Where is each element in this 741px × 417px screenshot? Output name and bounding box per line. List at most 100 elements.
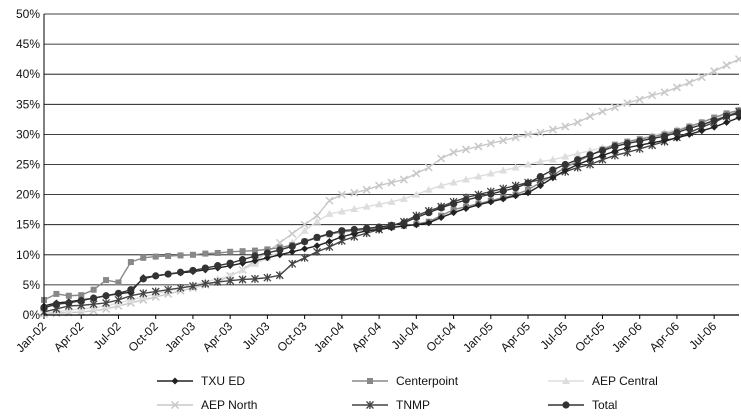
data-point-aep-north	[734, 55, 741, 64]
data-point-aep-central	[486, 169, 495, 177]
data-point-total	[102, 292, 110, 300]
data-point-centerpoint	[140, 254, 147, 261]
legend-item-aep-north: AEP North	[157, 398, 257, 412]
data-point-total	[251, 252, 259, 260]
data-point-tnmp	[213, 277, 222, 286]
data-point-aep-north	[300, 220, 309, 229]
x-tick-label: Jul-05	[537, 319, 570, 352]
data-point-centerpoint	[65, 292, 72, 299]
data-point-total	[400, 219, 408, 227]
data-point-centerpoint	[127, 259, 134, 266]
data-point-txu-ed	[561, 167, 569, 175]
y-tick-label: 35%	[16, 97, 40, 111]
data-point-tnmp	[164, 285, 173, 294]
data-point-tnmp	[151, 287, 160, 296]
data-point-aep-north	[424, 163, 433, 172]
y-tick-label: 5%	[23, 278, 41, 292]
y-tick-label: 45%	[16, 37, 40, 51]
data-point-txu-ed	[673, 134, 681, 142]
x-tick-label: Oct-03	[274, 319, 310, 355]
legend-item-txu-ed: TXU ED	[157, 374, 245, 388]
x-tick-label: Jan-03	[162, 319, 198, 355]
data-point-aep-north	[685, 78, 694, 87]
data-point-total	[176, 268, 185, 276]
data-point-aep-central	[313, 217, 322, 225]
data-point-aep-central	[399, 194, 408, 202]
data-point-tnmp	[238, 275, 247, 284]
data-point-aep-north	[523, 130, 533, 139]
data-point-aep-north	[362, 185, 371, 194]
legend-label: TXU ED	[201, 374, 245, 388]
data-point-aep-north	[648, 91, 657, 100]
data-point-txu-ed	[462, 204, 470, 212]
data-point-total	[139, 275, 147, 283]
data-point-total	[65, 299, 73, 307]
legend-item-aep-central: AEP Central	[548, 374, 658, 388]
data-point-aep-north	[449, 148, 458, 157]
data-point-aep-central	[238, 265, 247, 273]
data-point-tnmp	[263, 273, 272, 282]
data-point-total	[673, 128, 681, 137]
data-point-total	[660, 132, 669, 140]
data-point-aep-north	[350, 188, 359, 197]
data-point-aep-central	[461, 175, 470, 183]
legend-label: AEP Central	[592, 374, 658, 388]
data-point-total	[350, 225, 358, 234]
data-point-aep-central	[499, 166, 508, 174]
data-point-total	[226, 259, 234, 267]
data-point-aep-central	[300, 226, 309, 234]
data-point-aep-north	[623, 99, 632, 108]
data-point-total	[263, 249, 271, 257]
data-point-txu-ed	[524, 189, 532, 197]
data-point-txu-ed	[313, 242, 321, 250]
y-tick-label: 0%	[23, 308, 41, 322]
series-layer	[39, 55, 741, 318]
data-point-total	[598, 147, 607, 155]
x-tick-label: Oct-02	[125, 319, 161, 355]
data-point-txu-ed	[288, 248, 296, 256]
x-tick-label: Apr-06	[647, 319, 683, 355]
data-point-tnmp	[188, 282, 197, 291]
data-point-total	[375, 223, 383, 231]
data-point-aep-north	[610, 103, 619, 112]
data-point-aep-north	[586, 112, 595, 121]
data-point-total	[387, 221, 396, 229]
data-point-centerpoint	[202, 250, 209, 257]
data-point-aep-central	[362, 202, 371, 210]
x-tick-label: Jul-06	[686, 319, 719, 352]
data-point-total	[164, 270, 172, 278]
data-point-total	[214, 262, 222, 270]
x-tick-label: Apr-03	[200, 319, 236, 355]
data-point-total	[90, 294, 98, 302]
data-point-total	[499, 187, 507, 195]
data-point-total	[425, 209, 433, 217]
data-point-total	[201, 264, 209, 272]
data-point-tnmp	[251, 274, 259, 283]
x-tick-label: Jan-06	[609, 319, 645, 355]
data-point-tnmp	[300, 253, 309, 262]
data-point-aep-north	[548, 125, 557, 134]
data-point-total	[189, 266, 197, 275]
data-point-aep-north	[660, 88, 669, 97]
data-point-aep-central	[424, 185, 433, 193]
data-point-centerpoint	[227, 248, 234, 255]
data-point-aep-central	[536, 157, 545, 165]
data-point-txu-ed	[685, 130, 693, 138]
data-point-total	[437, 204, 445, 212]
data-point-aep-north	[573, 118, 582, 127]
data-point-total	[586, 151, 594, 159]
data-point-aep-north	[337, 190, 346, 199]
data-point-total	[152, 272, 160, 280]
data-point-aep-central	[449, 178, 458, 186]
y-axis-ticks: 0% 5% 10% 15% 20% 25% 30% 35% 40% 45% 50%	[16, 7, 40, 322]
x-axis-ticks: Jan-02 Apr-02 Jul-02 Oct-02 Jan-03 Apr-03 Jul-…	[13, 315, 720, 355]
data-point-total	[648, 135, 656, 143]
legend-label: Centerpoint	[396, 374, 459, 388]
data-point-centerpoint	[239, 248, 246, 255]
data-point-total	[114, 289, 123, 297]
data-point-aep-central	[226, 271, 235, 279]
data-point-centerpoint	[165, 253, 172, 260]
y-tick-label: 30%	[16, 127, 40, 141]
data-point-total	[449, 200, 458, 208]
